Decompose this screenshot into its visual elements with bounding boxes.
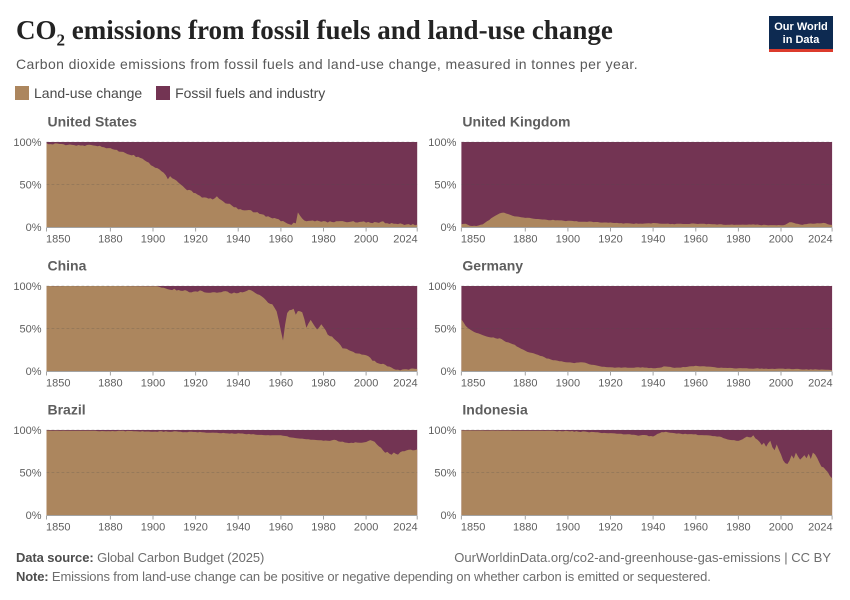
svg-text:1850: 1850 (461, 233, 485, 245)
svg-text:2024: 2024 (808, 233, 832, 245)
svg-text:1980: 1980 (311, 521, 335, 533)
svg-text:1980: 1980 (311, 233, 335, 245)
svg-text:1960: 1960 (684, 521, 708, 533)
svg-text:1960: 1960 (684, 233, 708, 245)
svg-text:1980: 1980 (311, 377, 335, 389)
svg-text:1940: 1940 (226, 233, 250, 245)
svg-text:1980: 1980 (726, 377, 750, 389)
svg-text:0%: 0% (26, 510, 42, 522)
svg-text:100%: 100% (13, 281, 41, 293)
svg-text:2024: 2024 (393, 233, 417, 245)
svg-text:1850: 1850 (461, 377, 485, 389)
svg-text:1900: 1900 (141, 521, 165, 533)
svg-text:1880: 1880 (513, 521, 537, 533)
svg-text:1880: 1880 (98, 233, 122, 245)
svg-text:2000: 2000 (769, 377, 793, 389)
svg-text:2024: 2024 (808, 377, 832, 389)
svg-text:Indonesia: Indonesia (462, 401, 528, 417)
svg-text:2000: 2000 (354, 521, 378, 533)
svg-text:1980: 1980 (726, 521, 750, 533)
svg-text:2024: 2024 (393, 377, 417, 389)
svg-text:1850: 1850 (46, 377, 70, 389)
svg-text:1900: 1900 (556, 233, 580, 245)
svg-text:0%: 0% (26, 366, 42, 378)
svg-text:United States: United States (48, 113, 138, 129)
svg-text:1900: 1900 (141, 233, 165, 245)
svg-text:50%: 50% (19, 467, 41, 479)
svg-text:1900: 1900 (556, 521, 580, 533)
svg-text:0%: 0% (440, 510, 456, 522)
svg-text:1880: 1880 (98, 377, 122, 389)
svg-text:Germany: Germany (462, 257, 523, 273)
svg-text:1940: 1940 (226, 377, 250, 389)
svg-text:1880: 1880 (98, 521, 122, 533)
svg-text:1940: 1940 (226, 521, 250, 533)
svg-text:1850: 1850 (461, 521, 485, 533)
svg-text:2024: 2024 (393, 521, 417, 533)
svg-text:1960: 1960 (269, 521, 293, 533)
svg-text:1850: 1850 (46, 521, 70, 533)
svg-text:1960: 1960 (269, 233, 293, 245)
svg-text:United Kingdom: United Kingdom (462, 113, 570, 129)
svg-text:0%: 0% (440, 366, 456, 378)
svg-text:1920: 1920 (183, 521, 207, 533)
svg-text:1920: 1920 (183, 377, 207, 389)
svg-text:Brazil: Brazil (48, 401, 86, 417)
svg-text:1940: 1940 (641, 521, 665, 533)
svg-text:1920: 1920 (183, 233, 207, 245)
svg-text:2000: 2000 (354, 233, 378, 245)
svg-text:2000: 2000 (354, 377, 378, 389)
svg-text:1850: 1850 (46, 233, 70, 245)
svg-text:0%: 0% (440, 222, 456, 234)
svg-text:50%: 50% (19, 323, 41, 335)
svg-text:50%: 50% (434, 179, 456, 191)
svg-text:100%: 100% (13, 425, 41, 437)
svg-text:50%: 50% (434, 467, 456, 479)
svg-text:China: China (48, 257, 87, 273)
svg-text:100%: 100% (428, 281, 456, 293)
svg-text:2000: 2000 (769, 521, 793, 533)
svg-text:1900: 1900 (141, 377, 165, 389)
svg-text:1920: 1920 (598, 233, 622, 245)
svg-text:1960: 1960 (269, 377, 293, 389)
svg-text:100%: 100% (428, 425, 456, 437)
svg-text:2000: 2000 (769, 233, 793, 245)
svg-text:100%: 100% (428, 137, 456, 149)
svg-text:1940: 1940 (641, 377, 665, 389)
svg-text:1900: 1900 (556, 377, 580, 389)
svg-text:1980: 1980 (726, 233, 750, 245)
svg-text:1920: 1920 (598, 521, 622, 533)
svg-text:1960: 1960 (684, 377, 708, 389)
svg-text:0%: 0% (26, 222, 42, 234)
svg-text:50%: 50% (19, 179, 41, 191)
svg-text:50%: 50% (434, 323, 456, 335)
svg-text:100%: 100% (13, 137, 41, 149)
svg-text:1940: 1940 (641, 233, 665, 245)
svg-text:1880: 1880 (513, 233, 537, 245)
svg-text:1920: 1920 (598, 377, 622, 389)
svg-text:1880: 1880 (513, 377, 537, 389)
svg-text:2024: 2024 (808, 521, 832, 533)
